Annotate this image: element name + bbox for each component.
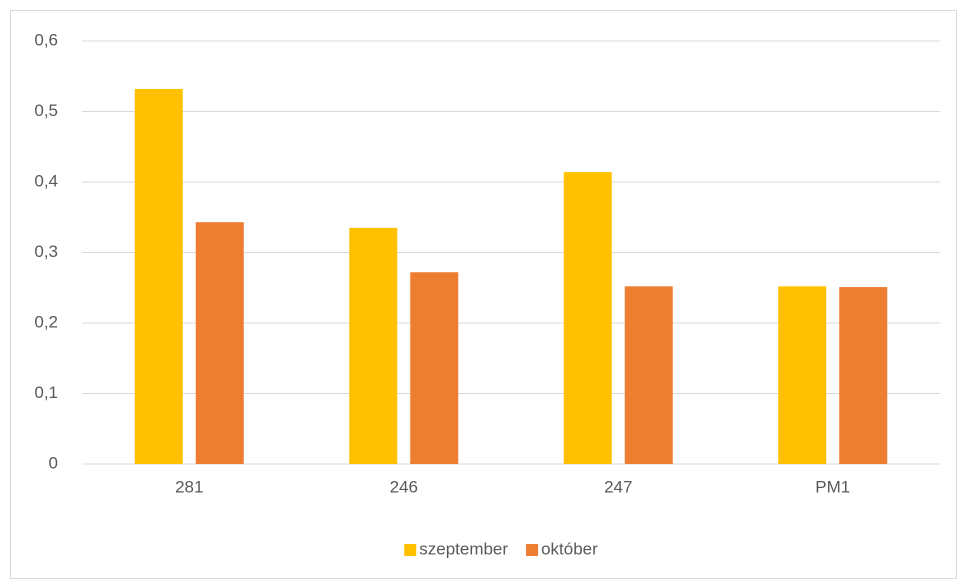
legend-label: október	[541, 539, 598, 558]
y-tick-label: 0,6	[34, 30, 58, 49]
bar	[778, 286, 827, 464]
bar	[563, 172, 612, 464]
legend-swatch	[404, 544, 417, 556]
x-tick-label: PM1	[815, 477, 850, 496]
x-tick-label: 246	[390, 477, 418, 496]
x-tick-label: 281	[175, 477, 203, 496]
bar	[134, 88, 183, 464]
bar	[195, 222, 244, 464]
bar	[349, 227, 398, 464]
y-tick-label: 0,2	[34, 312, 58, 331]
y-tick-label: 0,4	[34, 171, 58, 190]
legend-label: szeptember	[419, 539, 508, 558]
legend-swatch	[526, 544, 539, 556]
bar	[839, 287, 888, 464]
bar	[410, 272, 459, 464]
bar	[624, 286, 673, 464]
x-tick-label: 247	[604, 477, 632, 496]
y-tick-label: 0,3	[34, 242, 58, 261]
y-tick-label: 0,5	[34, 101, 58, 120]
y-tick-label: 0,1	[34, 383, 58, 402]
y-tick-label: 0	[49, 453, 58, 472]
